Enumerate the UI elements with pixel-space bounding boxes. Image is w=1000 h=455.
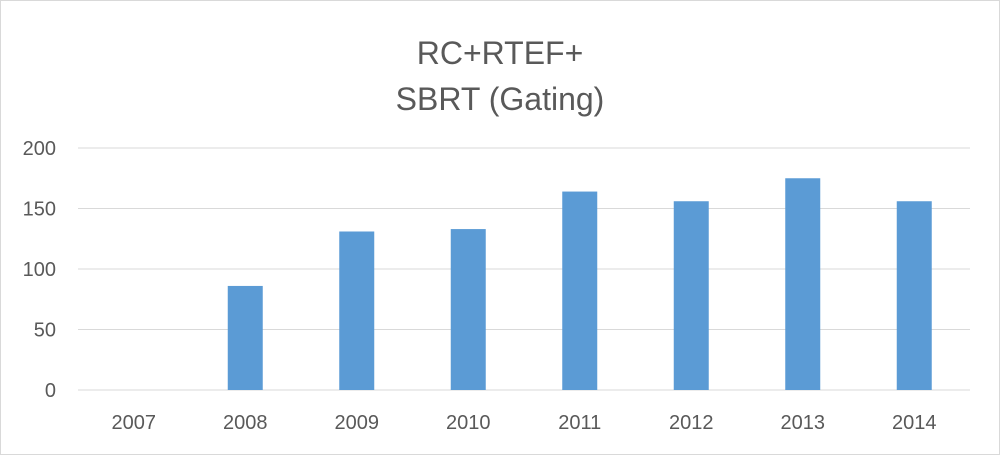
y-tick-label: 200 (23, 138, 56, 160)
bar (673, 201, 709, 390)
x-tick-label: 2008 (223, 412, 268, 434)
bar (562, 191, 598, 390)
y-tick-label: 150 (23, 199, 56, 221)
y-tick-label: 50 (34, 320, 56, 342)
chart-title-line-1: RC+RTEF+ (416, 35, 584, 71)
bar (896, 201, 932, 390)
bar (785, 178, 821, 390)
chart-title-line-2: SBRT (Gating) (395, 81, 605, 117)
x-tick-label: 2011 (558, 412, 601, 434)
bar (339, 231, 375, 390)
x-tick-label: 2014 (892, 412, 937, 434)
x-tick-label: 2012 (669, 412, 714, 434)
x-tick-label: 2009 (335, 412, 380, 434)
bar (450, 229, 486, 390)
chart-title: RC+RTEF+ SBRT (Gating) (0, 30, 1000, 122)
y-tick-label: 0 (45, 380, 56, 402)
x-tick-label: 2013 (781, 412, 826, 434)
y-tick-label: 100 (23, 259, 56, 281)
x-tick-label: 2010 (446, 412, 491, 434)
bar (227, 285, 263, 390)
x-tick-label: 2007 (112, 412, 157, 434)
